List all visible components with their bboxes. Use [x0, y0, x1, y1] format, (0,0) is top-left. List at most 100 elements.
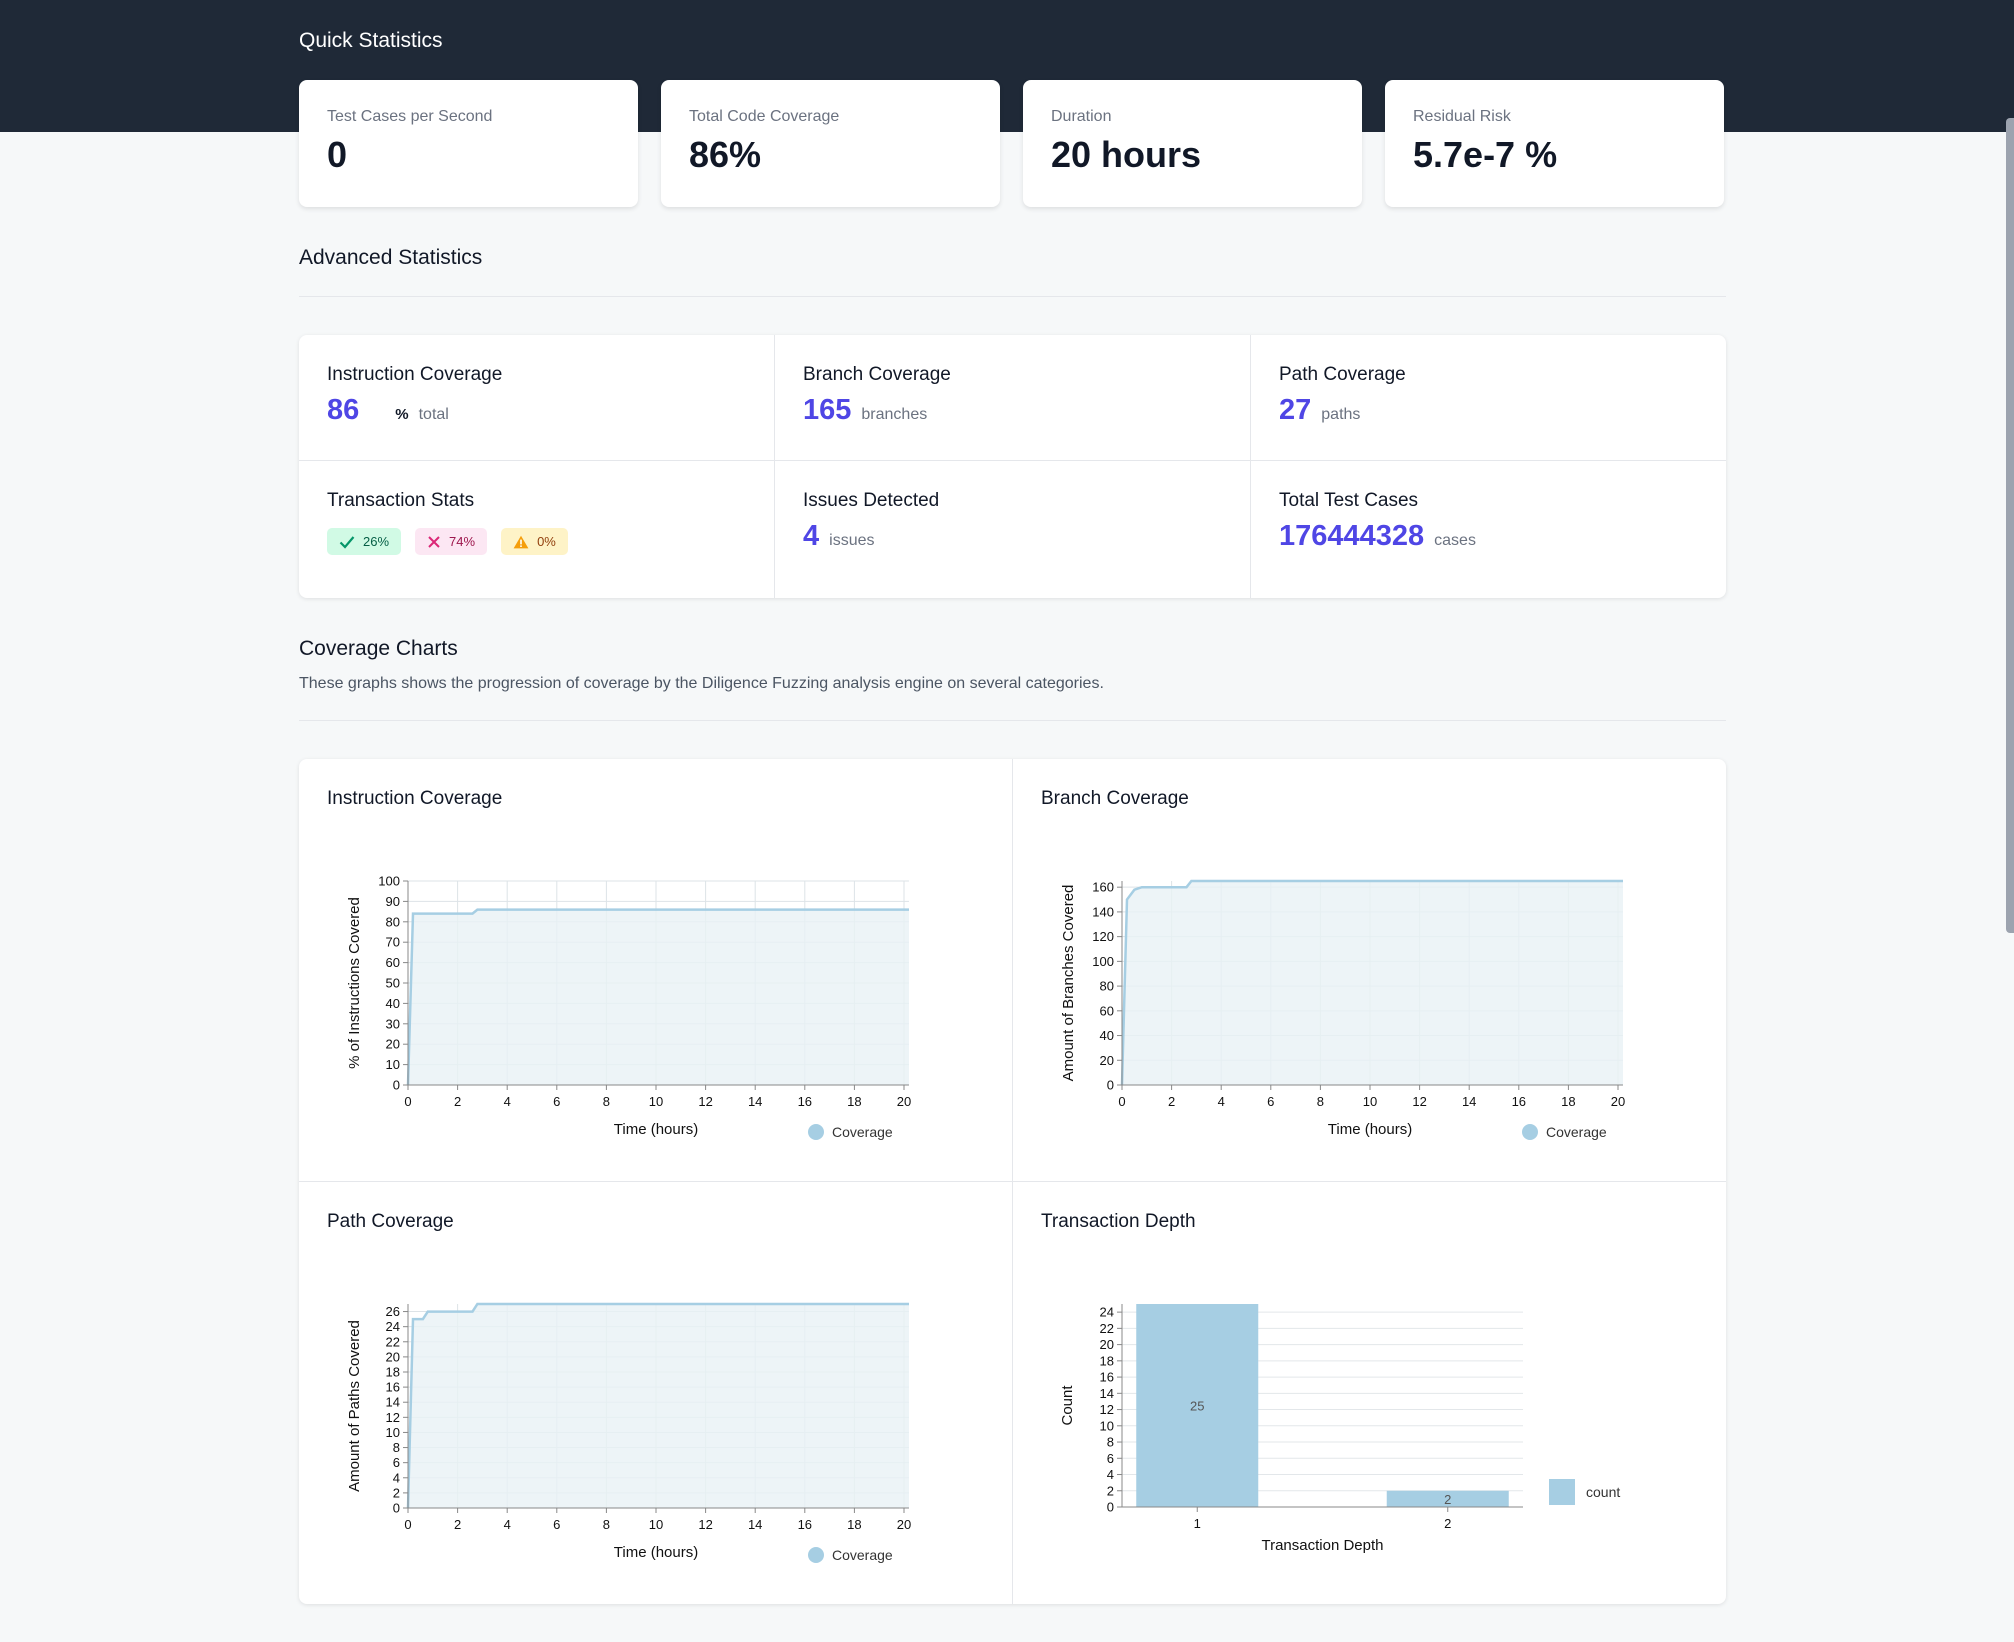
x-tick-label: 20 — [1611, 1094, 1625, 1109]
bar — [1386, 1490, 1509, 1507]
warning-triangle-icon — [513, 535, 529, 548]
legend-label: count — [1586, 1484, 1620, 1500]
x-tick-label: 6 — [1267, 1094, 1274, 1109]
instruction-coverage-chart-cell: Instruction Coverage 0 10 20 30 40 50 60 70 80 90… — [299, 759, 1012, 1181]
chart-title: Transaction Depth — [1041, 1211, 1196, 1232]
y-tick-label: 24 — [1100, 1305, 1114, 1320]
y-tick-label: 60 — [1100, 1003, 1114, 1018]
branch-coverage-label: Branch Coverage — [803, 364, 951, 385]
x-tick-label: 14 — [748, 1517, 762, 1532]
y-tick-label: 22 — [1100, 1321, 1114, 1336]
x-tick-label: 18 — [847, 1517, 861, 1532]
y-tick-label: 70 — [386, 935, 400, 950]
x-tick-label: 6 — [553, 1094, 560, 1109]
legend-swatch — [808, 1547, 824, 1563]
x-tick-label: 0 — [404, 1094, 411, 1109]
percent-sign: % — [395, 406, 409, 423]
transaction-depth-chart-cell: Transaction Depth 25 1 2 2 0 2 4 6 8 10 12 14 16 18 20… — [1013, 1182, 1726, 1604]
x-tick-label: 16 — [1512, 1094, 1526, 1109]
x-tick-label: 12 — [698, 1094, 712, 1109]
y-tick-label: 2 — [1107, 1483, 1114, 1498]
y-tick-label: 10 — [386, 1425, 400, 1440]
y-tick-label: 12 — [386, 1410, 400, 1425]
x-tick-label: 10 — [649, 1517, 663, 1532]
x-tick-label: 2 — [1444, 1516, 1451, 1531]
coverage-area — [1122, 881, 1623, 1085]
stat-card-test-cases-per-second: Test Cases per Second 0 — [299, 80, 638, 207]
path-coverage-value: 27 — [1279, 394, 1312, 426]
y-tick-label: 40 — [1100, 1028, 1114, 1043]
legend-swatch — [1522, 1124, 1538, 1140]
scrollbar-thumb[interactable] — [2006, 118, 2014, 933]
y-tick-label: 20 — [386, 1349, 400, 1364]
x-tick-label: 0 — [1118, 1094, 1125, 1109]
x-tick-label: 1 — [1194, 1516, 1201, 1531]
y-tick-label: 0 — [1107, 1078, 1114, 1093]
x-tick-label: 18 — [847, 1094, 861, 1109]
coverage-line — [1120, 879, 1623, 1086]
y-axis-title: Amount of Paths Covered — [346, 1320, 363, 1492]
transaction-stats-label: Transaction Stats — [327, 490, 475, 511]
instruction-coverage-label: Instruction Coverage — [327, 364, 503, 385]
failure-badge: 74% — [415, 528, 488, 555]
x-tick-label: 12 — [698, 1517, 712, 1532]
path-coverage-unit: paths — [1321, 406, 1361, 423]
y-tick-label: 8 — [1107, 1435, 1114, 1450]
y-tick-label: 24 — [386, 1319, 400, 1334]
stat-label: Residual Risk — [1413, 108, 1511, 125]
failure-badge-label: 74% — [449, 534, 476, 549]
x-icon — [428, 535, 440, 548]
x-axis-title: Time (hours) — [614, 1544, 698, 1561]
y-tick-label: 18 — [1100, 1353, 1114, 1368]
y-tick-label: 14 — [386, 1395, 400, 1410]
x-axis-title: Time (hours) — [614, 1121, 698, 1138]
stat-card-total-code-coverage: Total Code Coverage 86% — [661, 80, 1000, 207]
total-test-cases-cell: Total Test Cases 176444328 cases — [1251, 461, 1726, 598]
x-tick-label: 14 — [748, 1094, 762, 1109]
stat-card-duration: Duration 20 hours — [1023, 80, 1362, 207]
y-tick-label: 2 — [393, 1485, 400, 1500]
coverage-charts-description: These graphs shows the progression of co… — [299, 675, 1104, 692]
y-tick-label: 40 — [386, 996, 400, 1011]
stat-label: Test Cases per Second — [327, 108, 493, 125]
y-tick-label: 50 — [386, 976, 400, 991]
y-tick-label: 20 — [1100, 1337, 1114, 1352]
quick-statistics-title: Quick Statistics — [299, 29, 443, 52]
x-tick-label: 8 — [603, 1094, 610, 1109]
y-tick-label: 100 — [1092, 954, 1114, 969]
y-axis-title: Count — [1059, 1385, 1076, 1426]
instruction-coverage-cell: Instruction Coverage 86 % total — [299, 335, 775, 461]
success-badge: 26% — [327, 528, 402, 555]
issues-detected-label: Issues Detected — [803, 490, 940, 511]
x-tick-label: 18 — [1561, 1094, 1575, 1109]
stat-value: 5.7e-7 % — [1413, 134, 1558, 175]
warning-badge: 0% — [501, 528, 568, 555]
x-tick-label: 10 — [1363, 1094, 1377, 1109]
x-tick-label: 2 — [454, 1517, 461, 1532]
y-tick-label: 90 — [386, 894, 400, 909]
issues-detected-value: 4 — [803, 520, 820, 552]
y-axis-title: Amount of Branches Covered — [1060, 885, 1077, 1082]
total-test-cases-value: 176444328 — [1279, 520, 1425, 552]
chart-title: Path Coverage — [327, 1211, 454, 1232]
y-tick-label: 20 — [386, 1037, 400, 1052]
x-tick-label: 8 — [1317, 1094, 1324, 1109]
coverage-area — [408, 909, 909, 1085]
check-icon — [339, 535, 355, 549]
y-axis-title: % of Instructions Covered — [346, 897, 363, 1069]
issues-detected-cell: Issues Detected 4 issues — [775, 461, 1251, 598]
advanced-statistics-title: Advanced Statistics — [299, 246, 483, 269]
path-coverage-label: Path Coverage — [1279, 364, 1406, 385]
y-tick-label: 4 — [1107, 1467, 1114, 1482]
y-tick-label: 12 — [1100, 1402, 1114, 1417]
coverage-charts-panel: Instruction Coverage 0 10 20 30 40 50 60 70 80 90… — [299, 759, 1726, 1604]
coverage-charts-title: Coverage Charts — [299, 637, 458, 660]
bar-value-label: 2 — [1444, 1492, 1451, 1507]
x-tick-label: 4 — [1218, 1094, 1225, 1109]
x-tick-label: 16 — [798, 1517, 812, 1532]
x-tick-label: 4 — [504, 1094, 511, 1109]
y-tick-label: 10 — [386, 1057, 400, 1072]
y-tick-label: 160 — [1092, 880, 1114, 895]
y-tick-label: 22 — [386, 1334, 400, 1349]
